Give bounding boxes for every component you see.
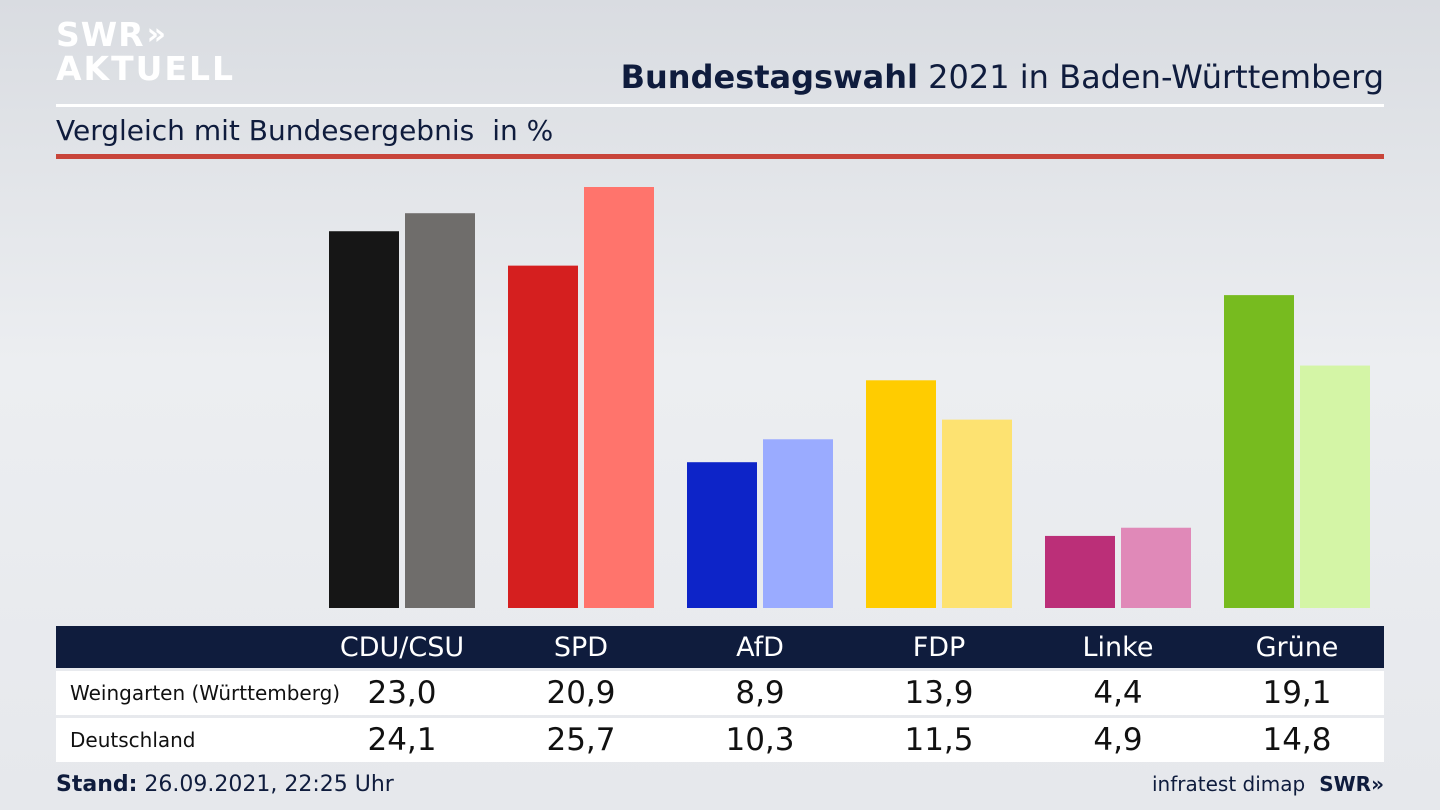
table-cell: 24,1: [367, 722, 437, 758]
row-label: Deutschland: [70, 728, 196, 752]
bar-grüne-deutschland: [1300, 365, 1370, 608]
title-bold: Bundestagswahl: [620, 58, 918, 96]
column-header: Grüne: [1255, 631, 1339, 663]
column-header: FDP: [912, 631, 966, 663]
table-cell: 23,0: [367, 675, 437, 711]
column-header: CDU/CSU: [339, 631, 465, 663]
table-row-deutschland: Deutschland 24,1 25,7 10,3 11,5 4,9 14,8: [56, 718, 1384, 762]
table-cell: 19,1: [1262, 675, 1332, 711]
row-label: Weingarten (Württemberg): [70, 681, 341, 705]
bar-spd-deutschland: [584, 187, 654, 608]
table-cell: 20,9: [546, 675, 616, 711]
bar-linke-weingarten: [1045, 535, 1115, 608]
bar-fdp-deutschland: [942, 419, 1012, 608]
source-footer: infratest dimap SWR»: [1152, 772, 1384, 796]
table-cell: 11,5: [904, 722, 974, 758]
stand-value: 26.09.2021, 22:25 Uhr: [144, 772, 394, 797]
chart-subtitle: Vergleich mit Bundesergebnis in %: [56, 114, 553, 147]
subtitle-text: Vergleich mit Bundesergebnis: [56, 114, 475, 147]
title-rest: 2021 in Baden-Württemberg: [928, 58, 1384, 96]
table-cell: 8,9: [735, 675, 785, 711]
bar-cducsu-weingarten: [329, 231, 399, 609]
unit-label: in %: [492, 114, 554, 147]
page-title: Bundestagswahl 2021 in Baden-Württemberg: [621, 58, 1384, 96]
title-divider: [56, 104, 1384, 107]
logo-aktuell-text: AKTUELL: [56, 49, 236, 88]
bar-afd-deutschland: [763, 439, 833, 608]
bar-linke-deutschland: [1121, 527, 1191, 608]
table-cell: 14,8: [1262, 722, 1332, 758]
results-table: CDU/CSU SPD AfD FDP Linke Grüne Weingarten (W…: [56, 626, 1384, 762]
bar-cducsu-deutschland: [405, 213, 475, 608]
bar-afd-weingarten: [687, 462, 757, 608]
subtitle-divider: [56, 154, 1384, 159]
swr-brand-logo: SWR»: [1319, 772, 1384, 796]
column-header: AfD: [736, 631, 784, 663]
table-cell: 4,4: [1093, 675, 1143, 711]
table-row-weingarten: Weingarten (Württemberg) 23,0 20,9 8,9 13,9…: [56, 671, 1384, 715]
column-header: Linke: [1082, 631, 1154, 663]
bar-spd-weingarten: [508, 265, 578, 608]
stand-label: Stand:: [56, 772, 138, 797]
table-cell: 10,3: [725, 722, 795, 758]
bar-grüne-weingarten: [1224, 295, 1294, 608]
stand-footer: Stand: 26.09.2021, 22:25 Uhr: [56, 772, 394, 797]
bar-fdp-weingarten: [866, 380, 936, 608]
logo-swr-text: SWR: [56, 15, 145, 54]
source-label: infratest dimap: [1152, 772, 1306, 796]
swr-aktuell-logo: SWR» AKTUELL: [56, 18, 235, 86]
table-cell: 25,7: [546, 722, 616, 758]
table-cell: 13,9: [904, 675, 974, 711]
table-cell: 4,9: [1093, 722, 1143, 758]
column-header: SPD: [553, 631, 609, 663]
table-header: CDU/CSU SPD AfD FDP Linke Grüne: [56, 626, 1384, 668]
